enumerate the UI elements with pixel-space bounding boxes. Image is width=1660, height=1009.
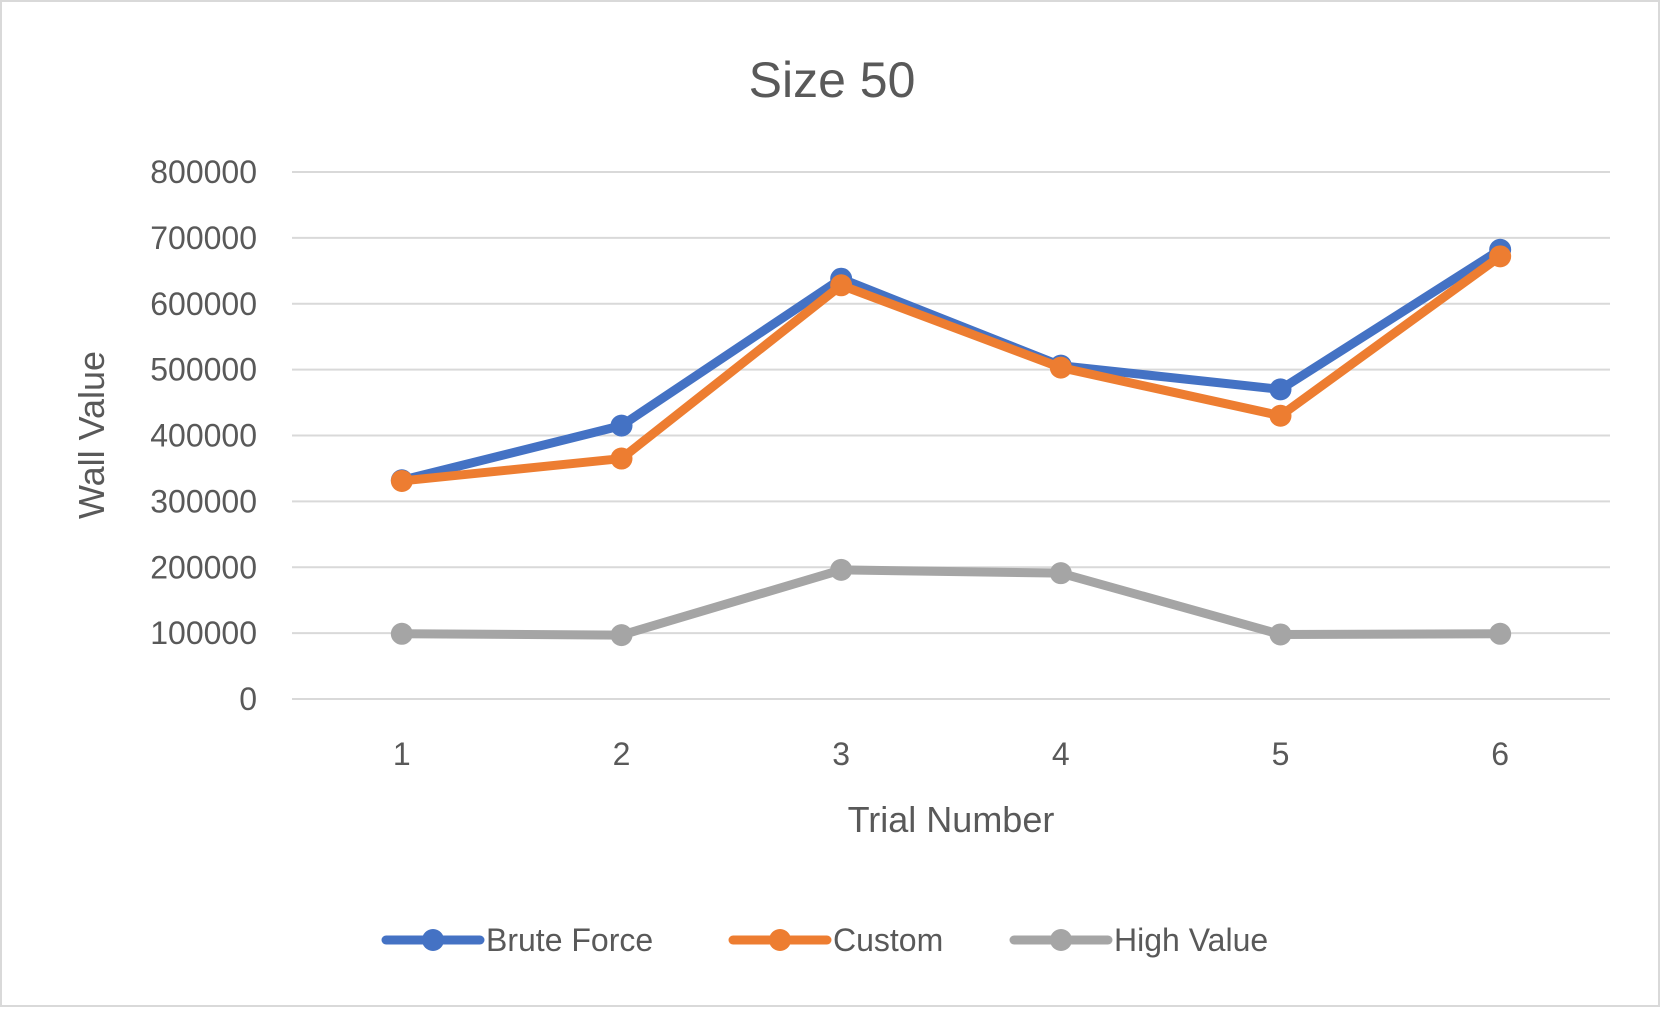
y-tick-label: 800000 [150,154,257,190]
y-tick-label: 400000 [150,418,257,454]
x-tick-label: 6 [1491,736,1509,772]
x-axis-ticks: 1 2 3 4 5 6 [393,736,1509,772]
series-1 [390,245,1512,492]
data-point [1489,245,1512,268]
y-tick-label: 200000 [150,549,257,585]
series-lines [390,238,1512,647]
chart-title: Size 50 [749,52,916,108]
y-axis-ticks: 0 100000 200000 300000 400000 500000 600000 700… [150,154,257,717]
x-tick-label: 5 [1272,736,1290,772]
legend-item: High Value [1009,922,1268,958]
legend-swatch-marker [769,929,791,951]
data-point [1269,378,1292,401]
legend-label: Brute Force [486,922,653,958]
y-tick-label: 0 [239,681,257,717]
series-line [397,251,1505,486]
y-tick-label: 600000 [150,286,257,322]
legend-swatch-marker [1050,929,1072,951]
x-tick-label: 1 [393,736,411,772]
data-point [1049,356,1072,379]
y-axis-title: Wall Value [71,351,112,519]
y-tick-label: 500000 [150,352,257,388]
gridlines [292,171,1610,700]
series-2 [390,558,1512,647]
x-axis-title: Trial Number [848,799,1055,840]
legend-label: Custom [833,922,943,958]
y-tick-label: 100000 [150,615,257,651]
data-point [830,558,853,581]
data-point [1489,622,1512,645]
x-tick-label: 4 [1052,736,1070,772]
data-point [610,624,633,647]
legend-item: Brute Force [381,922,653,958]
y-tick-label: 300000 [150,483,257,519]
legend: Brute Force Custom High Value [381,922,1268,958]
data-point [1269,623,1292,646]
data-point [1049,562,1072,585]
data-point [610,414,633,437]
data-point [390,622,413,645]
series-line [397,245,1505,485]
y-tick-label: 700000 [150,220,257,256]
data-point [1269,404,1292,427]
x-tick-label: 2 [613,736,631,772]
data-point [610,447,633,470]
legend-swatch-marker [422,929,444,951]
data-point [830,274,853,297]
data-point [390,469,413,492]
legend-item: Custom [728,922,943,958]
legend-label: High Value [1114,922,1268,958]
series-line [397,565,1505,640]
x-tick-label: 3 [832,736,850,772]
